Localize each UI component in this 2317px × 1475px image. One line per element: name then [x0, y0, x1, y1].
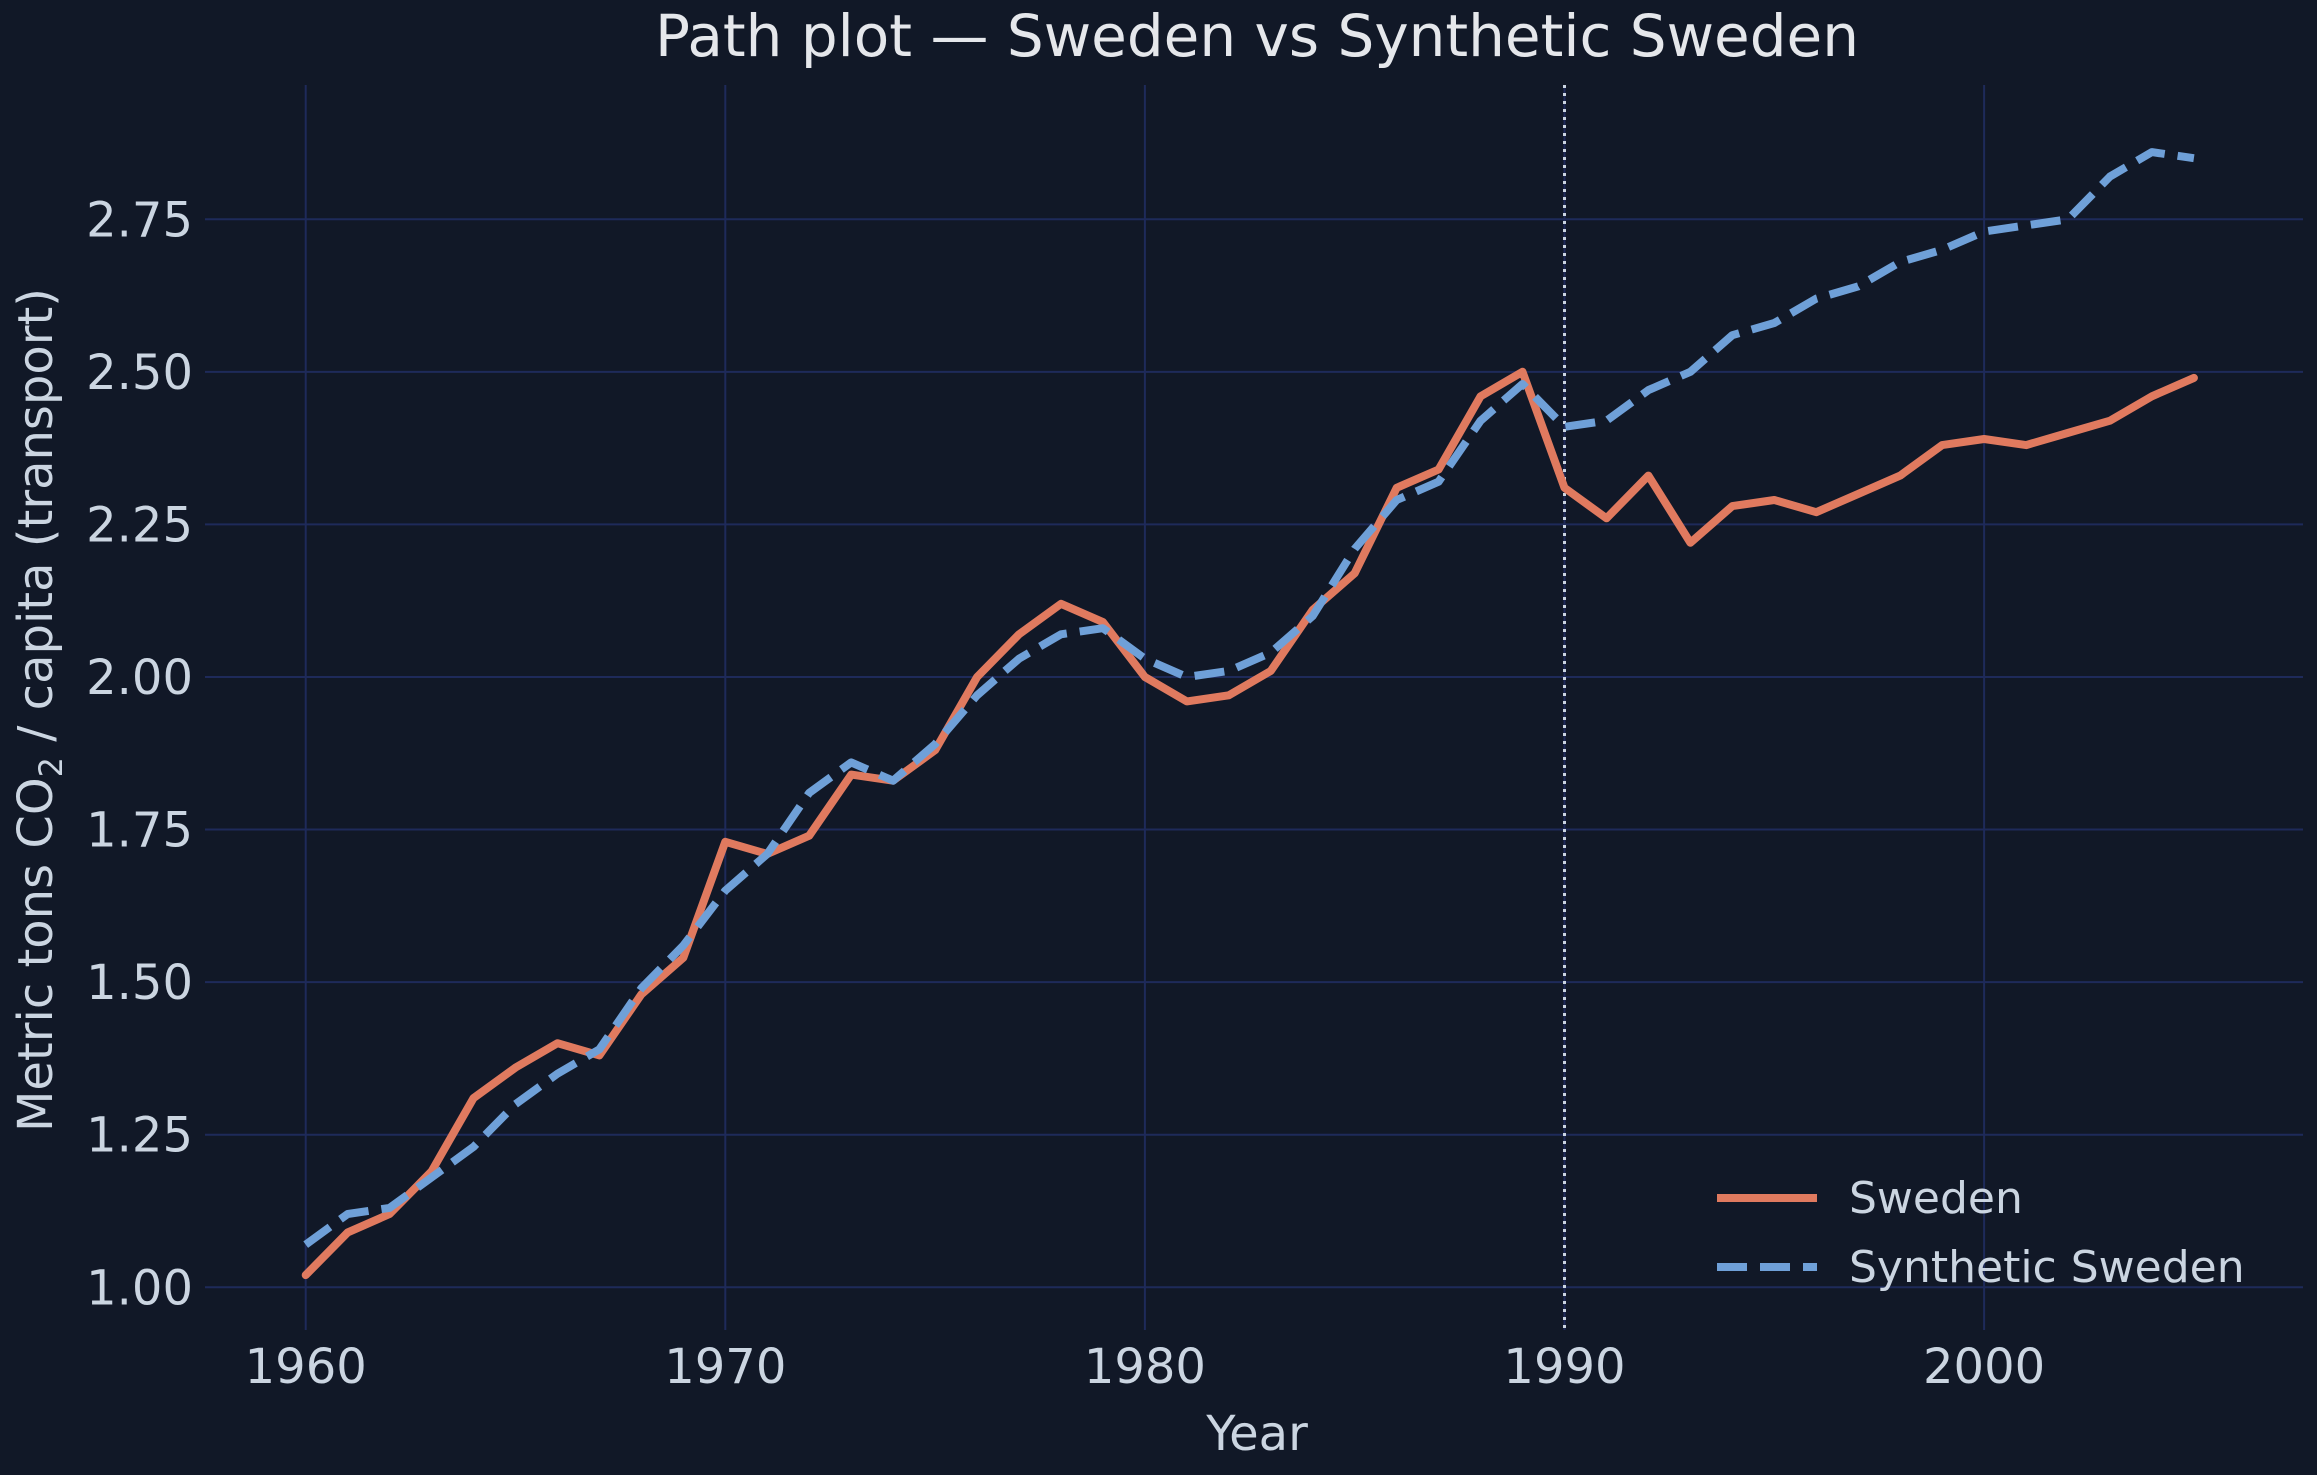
chart-title: Path plot — Sweden vs Synthetic Sweden [655, 2, 1859, 70]
x-tick-label: 2000 [1923, 1339, 2045, 1395]
y-tick-label: 1.25 [86, 1108, 193, 1164]
legend-label: Synthetic Sweden [1849, 1242, 2245, 1293]
x-axis-label: Year [1205, 1406, 1308, 1462]
y-tick-label: 1.50 [86, 955, 193, 1011]
y-tick-label: 2.25 [86, 497, 193, 553]
tick-labels: 1960 1970 1980 1990 2000 1.00 1.25 1.50 1.75 2.00… [86, 192, 2045, 1395]
x-tick-label: 1990 [1503, 1339, 1625, 1395]
y-tick-label: 1.75 [86, 803, 193, 859]
y-axis-label: Metric tons CO2 / capita (transport) [8, 288, 70, 1132]
y-axis-label-subscript: 2 [32, 757, 70, 777]
y-axis-label-prefix: Metric tons CO [8, 777, 64, 1132]
series-line-synthetic-sweden [303, 148, 2195, 1248]
y-tick-label: 2.50 [86, 345, 193, 401]
x-tick-label: 1960 [245, 1339, 367, 1395]
y-tick-label: 2.75 [86, 192, 193, 248]
legend: Sweden Synthetic Sweden [1717, 1173, 2245, 1293]
y-tick-label: 2.00 [86, 650, 193, 706]
y-tick-label: 1.00 [86, 1260, 193, 1316]
x-tick-label: 1980 [1084, 1339, 1206, 1395]
y-axis-label-suffix: / capita (transport) [8, 288, 64, 757]
x-tick-label: 1970 [664, 1339, 786, 1395]
legend-label: Sweden [1849, 1173, 2023, 1224]
series-lines [301, 148, 2198, 1280]
